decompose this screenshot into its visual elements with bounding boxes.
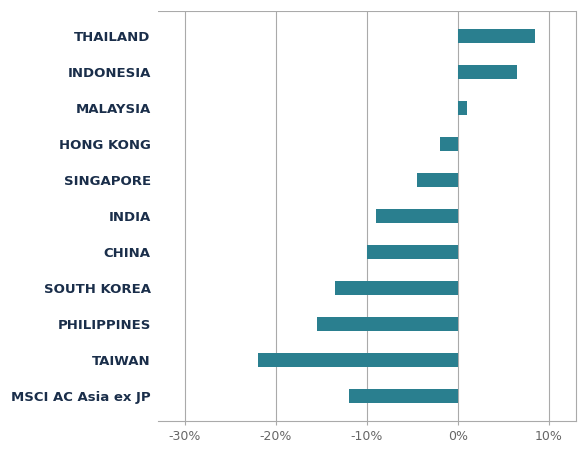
Bar (458, 101, 467, 115)
Bar (349, 389, 458, 403)
Bar (376, 209, 458, 223)
Bar (458, 29, 535, 44)
Bar (367, 245, 458, 259)
Bar (258, 353, 458, 367)
Bar (317, 316, 458, 331)
Bar (458, 65, 517, 79)
Bar (335, 281, 458, 295)
Bar (440, 137, 458, 151)
Bar (417, 173, 458, 187)
